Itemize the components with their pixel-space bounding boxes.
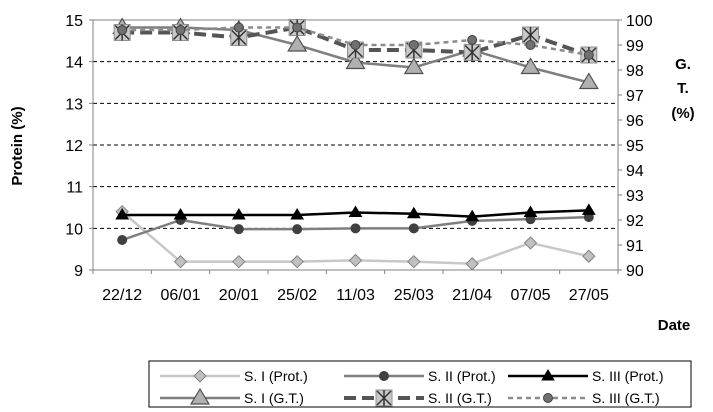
y-tick-label: 14 [65,55,83,72]
legend-swatch-marker [189,387,211,405]
data-point [581,203,596,215]
y2-tick-label: 99 [626,38,644,55]
series-layer [112,17,599,271]
data-point [233,22,244,33]
x-tick-label: 11/03 [336,287,375,304]
legend-label: S. I (Prot.) [244,368,308,384]
data-point [345,52,366,70]
data-point [290,208,305,220]
legend-label: S. II (G.T.) [428,390,492,406]
legend-label: S. II (Prot.) [428,368,496,384]
data-point [467,35,478,45]
y-tick-label: 13 [65,96,83,113]
x-axis-ticks: 22/12 06/01 20/01 25/02 11/03 25/03 21/04 07/05… [92,270,619,304]
grid-lines [93,61,618,229]
data-point [350,223,361,234]
data-point [465,257,479,271]
data-point [522,26,539,44]
data-point [231,208,246,220]
data-point [348,253,363,268]
x-tick-label: 07/05 [510,287,550,304]
data-point [115,208,130,220]
legend: S. I (Prot.) S. II (Prot.) S. III (Prot.) S… [148,360,692,408]
x-tick-label: 27/05 [569,287,609,304]
y2-tick-label: 90 [626,263,644,280]
series-2 [117,212,594,245]
data-point [408,40,419,50]
data-point [520,57,541,75]
legend-item-4: S. I (G.T.) [160,387,304,406]
y2-tick-label: 93 [626,188,644,205]
data-point [465,209,480,222]
y-tick-label: 9 [74,263,83,280]
y2-tick-label: 92 [626,213,644,230]
y2-tick-label: 96 [626,113,644,130]
data-point [582,249,596,263]
left-axis-ticks: 9 10 11 12 13 14 15 [65,13,93,280]
y2-tick-label: 100 [626,13,653,30]
legend-item-3: S. III (Prot.) [508,368,664,384]
data-point [292,224,303,235]
legend-item-5: S. II (G.T.) [344,389,492,407]
legend-swatch-marker [193,369,207,383]
data-point [233,224,244,235]
data-point [406,206,421,219]
data-point [173,254,188,269]
legend-label: S. III (G.T.) [592,390,660,406]
x-tick-label: 20/01 [219,287,259,304]
data-point [348,205,363,217]
data-point [583,50,594,60]
y2-axis-label-line3: (%) [671,105,694,122]
y2-tick-label: 94 [626,163,644,180]
y2-tick-label: 97 [626,88,644,105]
y2-tick-label: 91 [626,238,644,255]
data-point [232,254,246,269]
x-tick-label: 22/12 [102,287,142,304]
x-tick-label: 25/03 [394,287,434,304]
y2-axis-label-line1: G. [675,56,691,73]
data-point [578,72,599,90]
y-tick-label: 10 [65,221,83,238]
y2-tick-label: 95 [626,138,644,155]
y-tick-label: 15 [65,13,83,30]
series-6 [117,22,594,60]
x-tick-label: 06/01 [160,287,200,304]
data-point [292,22,303,33]
legend-label: S. I (G.T.) [244,390,304,406]
data-point [230,29,248,46]
legend-item-6: S. III (G.T.) [508,390,660,406]
legend-swatch-marker [543,393,553,403]
y2-axis-label-line2: T. [677,80,689,97]
legend-label: S. III (Prot.) [592,368,664,384]
legend-swatch-marker [541,369,555,381]
data-point [408,223,419,234]
data-point [403,57,424,75]
y-tick-label: 11 [66,180,83,197]
data-point [175,25,186,35]
data-point [463,44,481,61]
x-axis-label: Date [658,317,691,334]
legend-swatch-marker [379,371,389,381]
series-3 [115,203,596,222]
data-point [523,205,538,217]
data-point [117,25,128,35]
data-point [173,208,188,220]
data-point [525,40,536,50]
legend-item-2: S. II (Prot.) [344,368,496,384]
y-tick-label: 12 [65,138,83,155]
legend-item-1: S. I (Prot.) [160,368,308,384]
data-point [523,236,538,250]
data-point [350,40,361,50]
data-point [407,254,421,269]
y2-tick-label: 98 [626,63,644,80]
data-point [117,235,128,245]
data-point [290,254,304,269]
right-axis-ticks: 90 91 92 93 94 95 96 97 98 99 100 [618,13,653,280]
data-point [287,34,308,52]
legend-swatch-marker [375,389,393,407]
x-tick-label: 25/02 [277,287,317,304]
y-axis-label: Protein (%) [9,106,26,185]
x-tick-label: 21/04 [452,287,492,304]
